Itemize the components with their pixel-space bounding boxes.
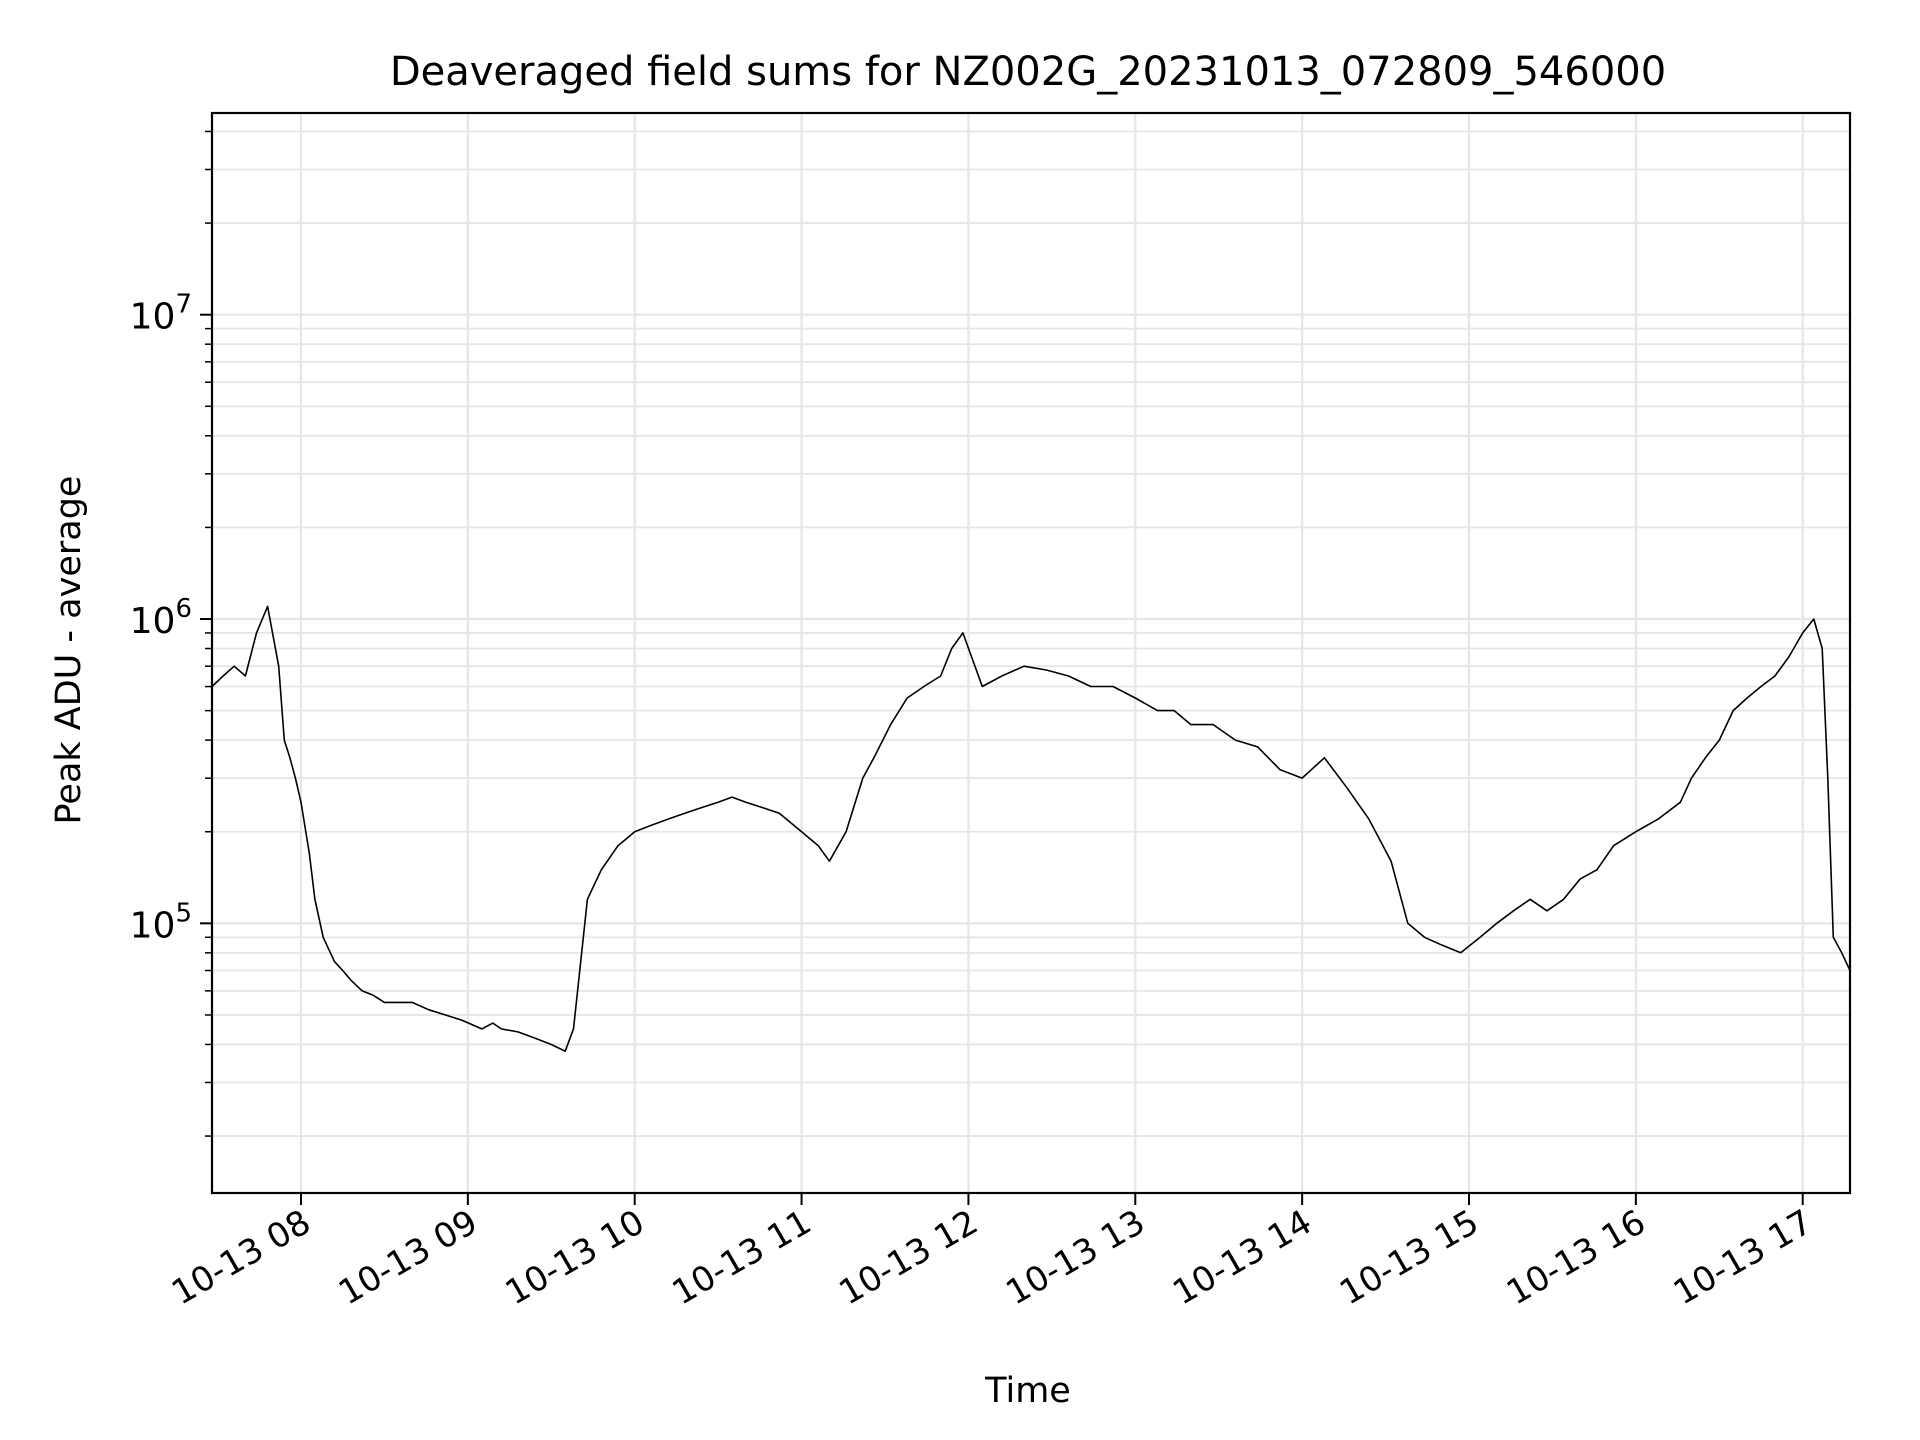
series-layer (211, 605, 1851, 1052)
x-axis-label: Time (984, 1371, 1071, 1411)
y-tick-label: 107 (130, 290, 192, 338)
series-line (211, 605, 1851, 1052)
y-tick-label: 105 (130, 898, 192, 946)
plot-frame (210, 111, 1852, 1195)
y-axis-label: Peak ADU - average (49, 476, 89, 825)
chart-title: Deaveraged field sums for NZ002G_2023101… (390, 49, 1666, 95)
grid-layer (212, 113, 1850, 1193)
y-axis: 105 106 107 (130, 130, 212, 1137)
y-tick-label: 106 (130, 594, 192, 642)
